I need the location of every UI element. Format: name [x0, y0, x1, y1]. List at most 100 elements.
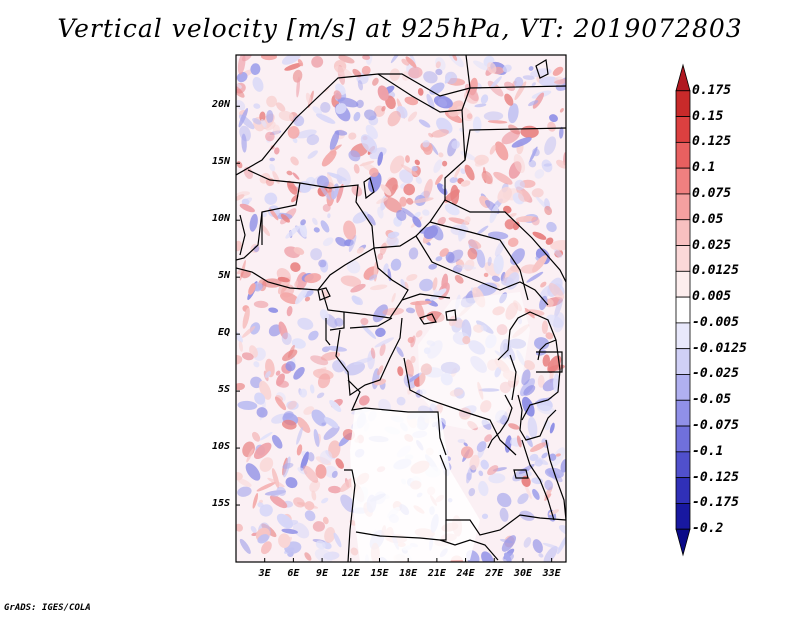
velocity-patch [389, 155, 405, 174]
velocity-patch [491, 275, 501, 282]
velocity-patch [480, 459, 489, 470]
colorbar-label: -0.175 [692, 495, 739, 511]
velocity-patch [304, 552, 312, 561]
velocity-patch [240, 270, 251, 279]
velocity-patch [328, 485, 342, 494]
velocity-patch [414, 159, 420, 166]
velocity-patch [278, 110, 294, 121]
velocity-patch [537, 405, 556, 415]
velocity-patch [340, 275, 362, 287]
colorbar-swatch [675, 399, 691, 427]
velocity-patch [439, 248, 449, 257]
velocity-patch [236, 240, 242, 252]
velocity-patch [364, 109, 377, 121]
lat-tick-label: 5N [217, 270, 230, 282]
velocity-patch [257, 534, 269, 544]
velocity-patch [457, 438, 466, 444]
velocity-patch [423, 225, 438, 239]
colorbar-swatch [675, 141, 691, 169]
velocity-patch [410, 355, 416, 364]
velocity-patch [329, 399, 342, 413]
velocity-patch [476, 441, 487, 453]
velocity-patch [297, 317, 314, 330]
velocity-patch [236, 523, 243, 532]
velocity-patch [324, 526, 336, 544]
velocity-patch [476, 249, 486, 268]
velocity-patch [504, 435, 512, 453]
velocity-patch [417, 88, 424, 96]
velocity-patch [382, 307, 404, 316]
velocity-patch [259, 111, 266, 122]
velocity-patch [496, 492, 512, 508]
velocity-patch [532, 488, 540, 500]
velocity-patch [514, 179, 525, 191]
velocity-patch [245, 463, 261, 481]
velocity-patch [408, 66, 423, 79]
velocity-patch [297, 58, 304, 67]
velocity-patch [468, 487, 476, 497]
velocity-patch [504, 93, 514, 106]
velocity-patch [425, 298, 438, 307]
lat-tick-label: 15S [211, 498, 230, 510]
velocity-patch [423, 71, 438, 84]
velocity-patch [329, 130, 340, 151]
velocity-patch [253, 103, 261, 109]
velocity-patch [266, 95, 278, 108]
velocity-patch [360, 317, 369, 326]
lon-tick-label: 27E [485, 568, 504, 579]
velocity-patch [285, 361, 296, 372]
velocity-patch [532, 148, 540, 157]
velocity-patch [265, 131, 275, 142]
grads-credit: GrADS: IGES/COLA [4, 603, 91, 613]
velocity-patch [513, 154, 526, 173]
velocity-patch [544, 493, 552, 501]
velocity-patch [400, 164, 419, 176]
velocity-patch [276, 373, 285, 386]
velocity-patch [560, 459, 566, 473]
velocity-patch [456, 264, 477, 270]
velocity-patch [502, 552, 514, 562]
velocity-patch [299, 388, 308, 398]
velocity-patch [252, 76, 264, 92]
velocity-patch [295, 129, 317, 139]
velocity-patch [334, 66, 353, 79]
velocity-patch [321, 150, 337, 167]
velocity-patch [514, 76, 524, 88]
velocity-patch [250, 526, 257, 533]
velocity-patch [323, 425, 340, 440]
lon-tick-label: 33E [542, 568, 561, 579]
velocity-patch [431, 129, 449, 138]
velocity-patch [507, 103, 519, 124]
velocity-patch [317, 373, 331, 389]
velocity-patch [256, 481, 276, 492]
velocity-patch [463, 216, 471, 225]
velocity-patch [368, 274, 378, 281]
velocity-patch [549, 422, 555, 434]
velocity-patch [544, 479, 554, 491]
velocity-patch [261, 55, 277, 61]
velocity-patch [268, 324, 282, 337]
velocity-patch [407, 111, 418, 122]
velocity-patch [367, 213, 376, 226]
velocity-patch [412, 216, 422, 228]
lon-tick-label: 24E [456, 568, 475, 579]
velocity-patch [267, 205, 280, 218]
velocity-patch [528, 100, 539, 107]
velocity-patch [534, 169, 545, 179]
colorbar-swatch [675, 116, 691, 143]
lon-tick-label: 30E [513, 568, 532, 579]
velocity-patch [478, 470, 484, 477]
velocity-patch [483, 111, 504, 121]
velocity-patch [272, 124, 281, 135]
velocity-patch [400, 278, 406, 289]
velocity-patch [539, 76, 560, 87]
velocity-patch [265, 370, 271, 378]
velocity-patch [286, 170, 293, 176]
colorbar-swatch [675, 167, 691, 195]
velocity-patch [312, 217, 318, 226]
velocity-patch [294, 280, 299, 287]
colorbar-label: -0.005 [692, 314, 739, 330]
velocity-patch [259, 457, 274, 472]
velocity-patch [422, 209, 430, 216]
